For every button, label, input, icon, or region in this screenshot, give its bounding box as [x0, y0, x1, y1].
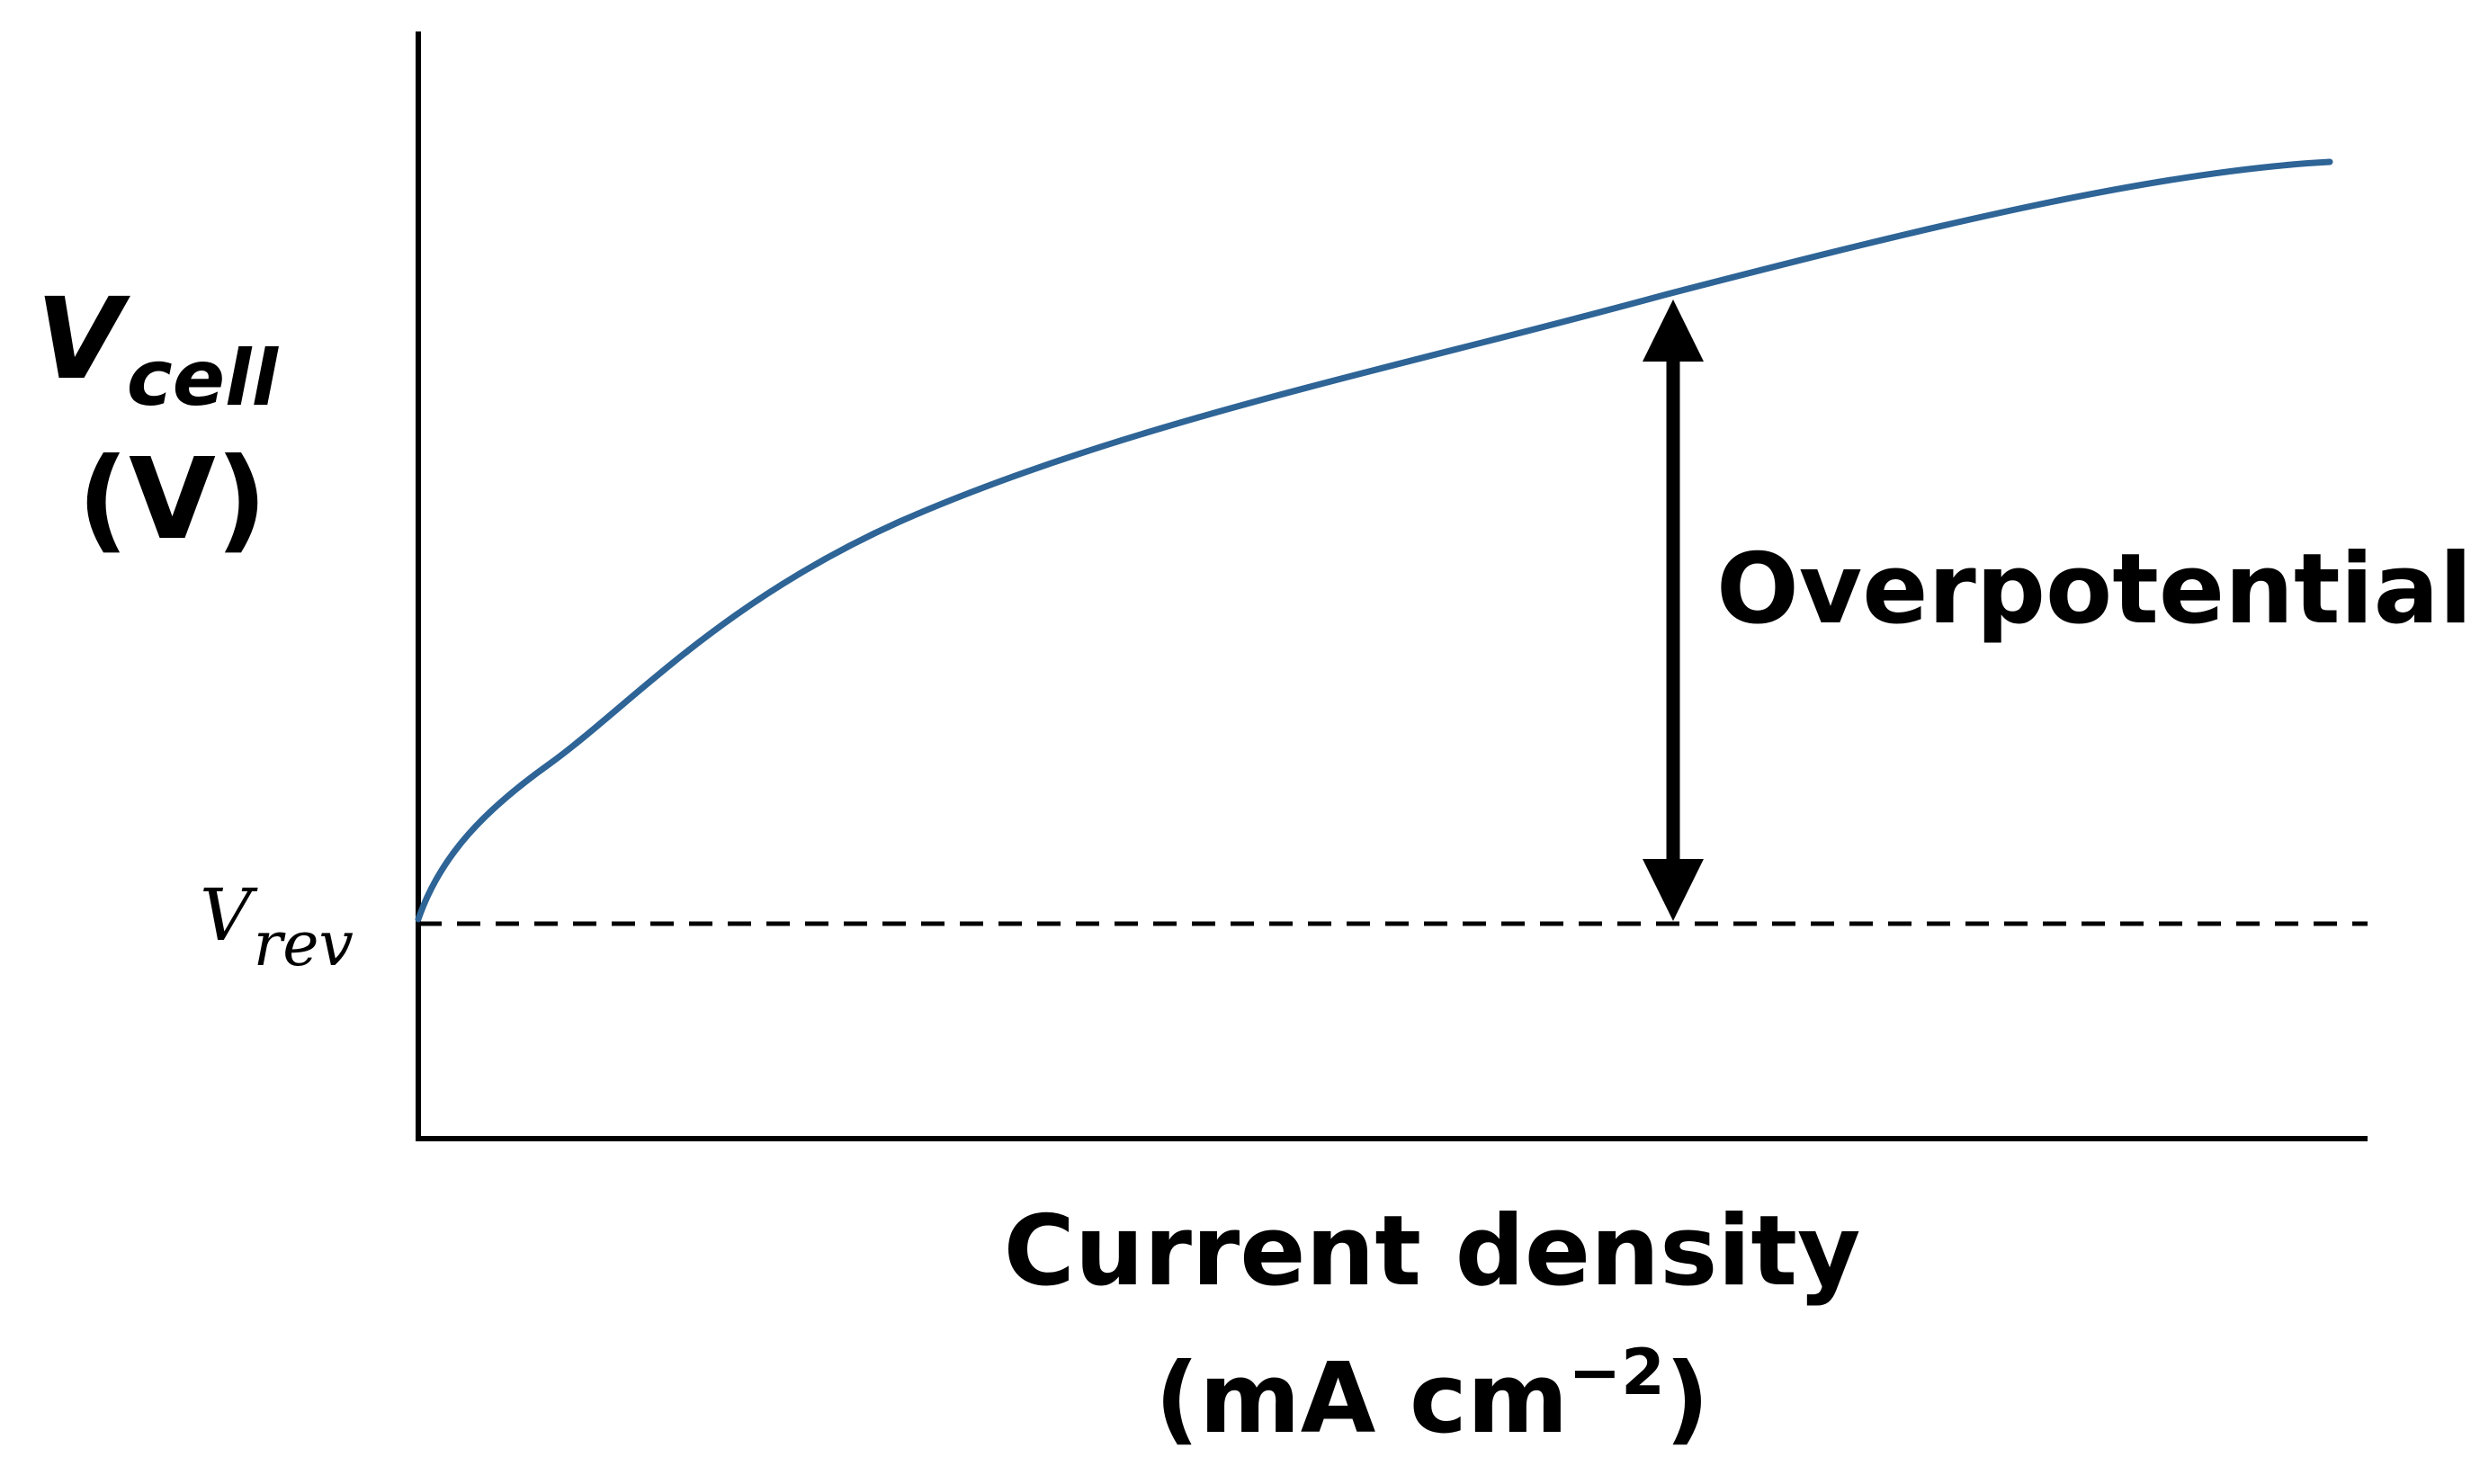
x-axis-unit-suffix: ) [1665, 1343, 1709, 1455]
x-axis-unit: (mA cm−2) [1155, 1336, 1709, 1455]
y-axis-unit: (V) [77, 434, 267, 565]
y-axis-subscript: cell [127, 334, 280, 424]
arrow-up-head [1643, 299, 1704, 362]
reference-label: Vrev [200, 873, 354, 980]
x-axis-unit-prefix: (mA cm [1155, 1343, 1569, 1455]
arrow-down-head [1643, 859, 1704, 921]
reference-symbol: V [200, 873, 258, 957]
y-axis-label: Vcell [36, 274, 280, 424]
polarization-curve [415, 158, 2333, 923]
x-axis-label: Current density [1004, 1195, 1861, 1308]
x-axis-unit-exponent: −2 [1568, 1336, 1664, 1409]
overpotential-label: Overpotential [1716, 533, 2473, 646]
overpotential-arrow [1643, 299, 1704, 921]
reference-subscript: rev [254, 909, 354, 980]
y-axis-symbol: V [36, 274, 130, 405]
